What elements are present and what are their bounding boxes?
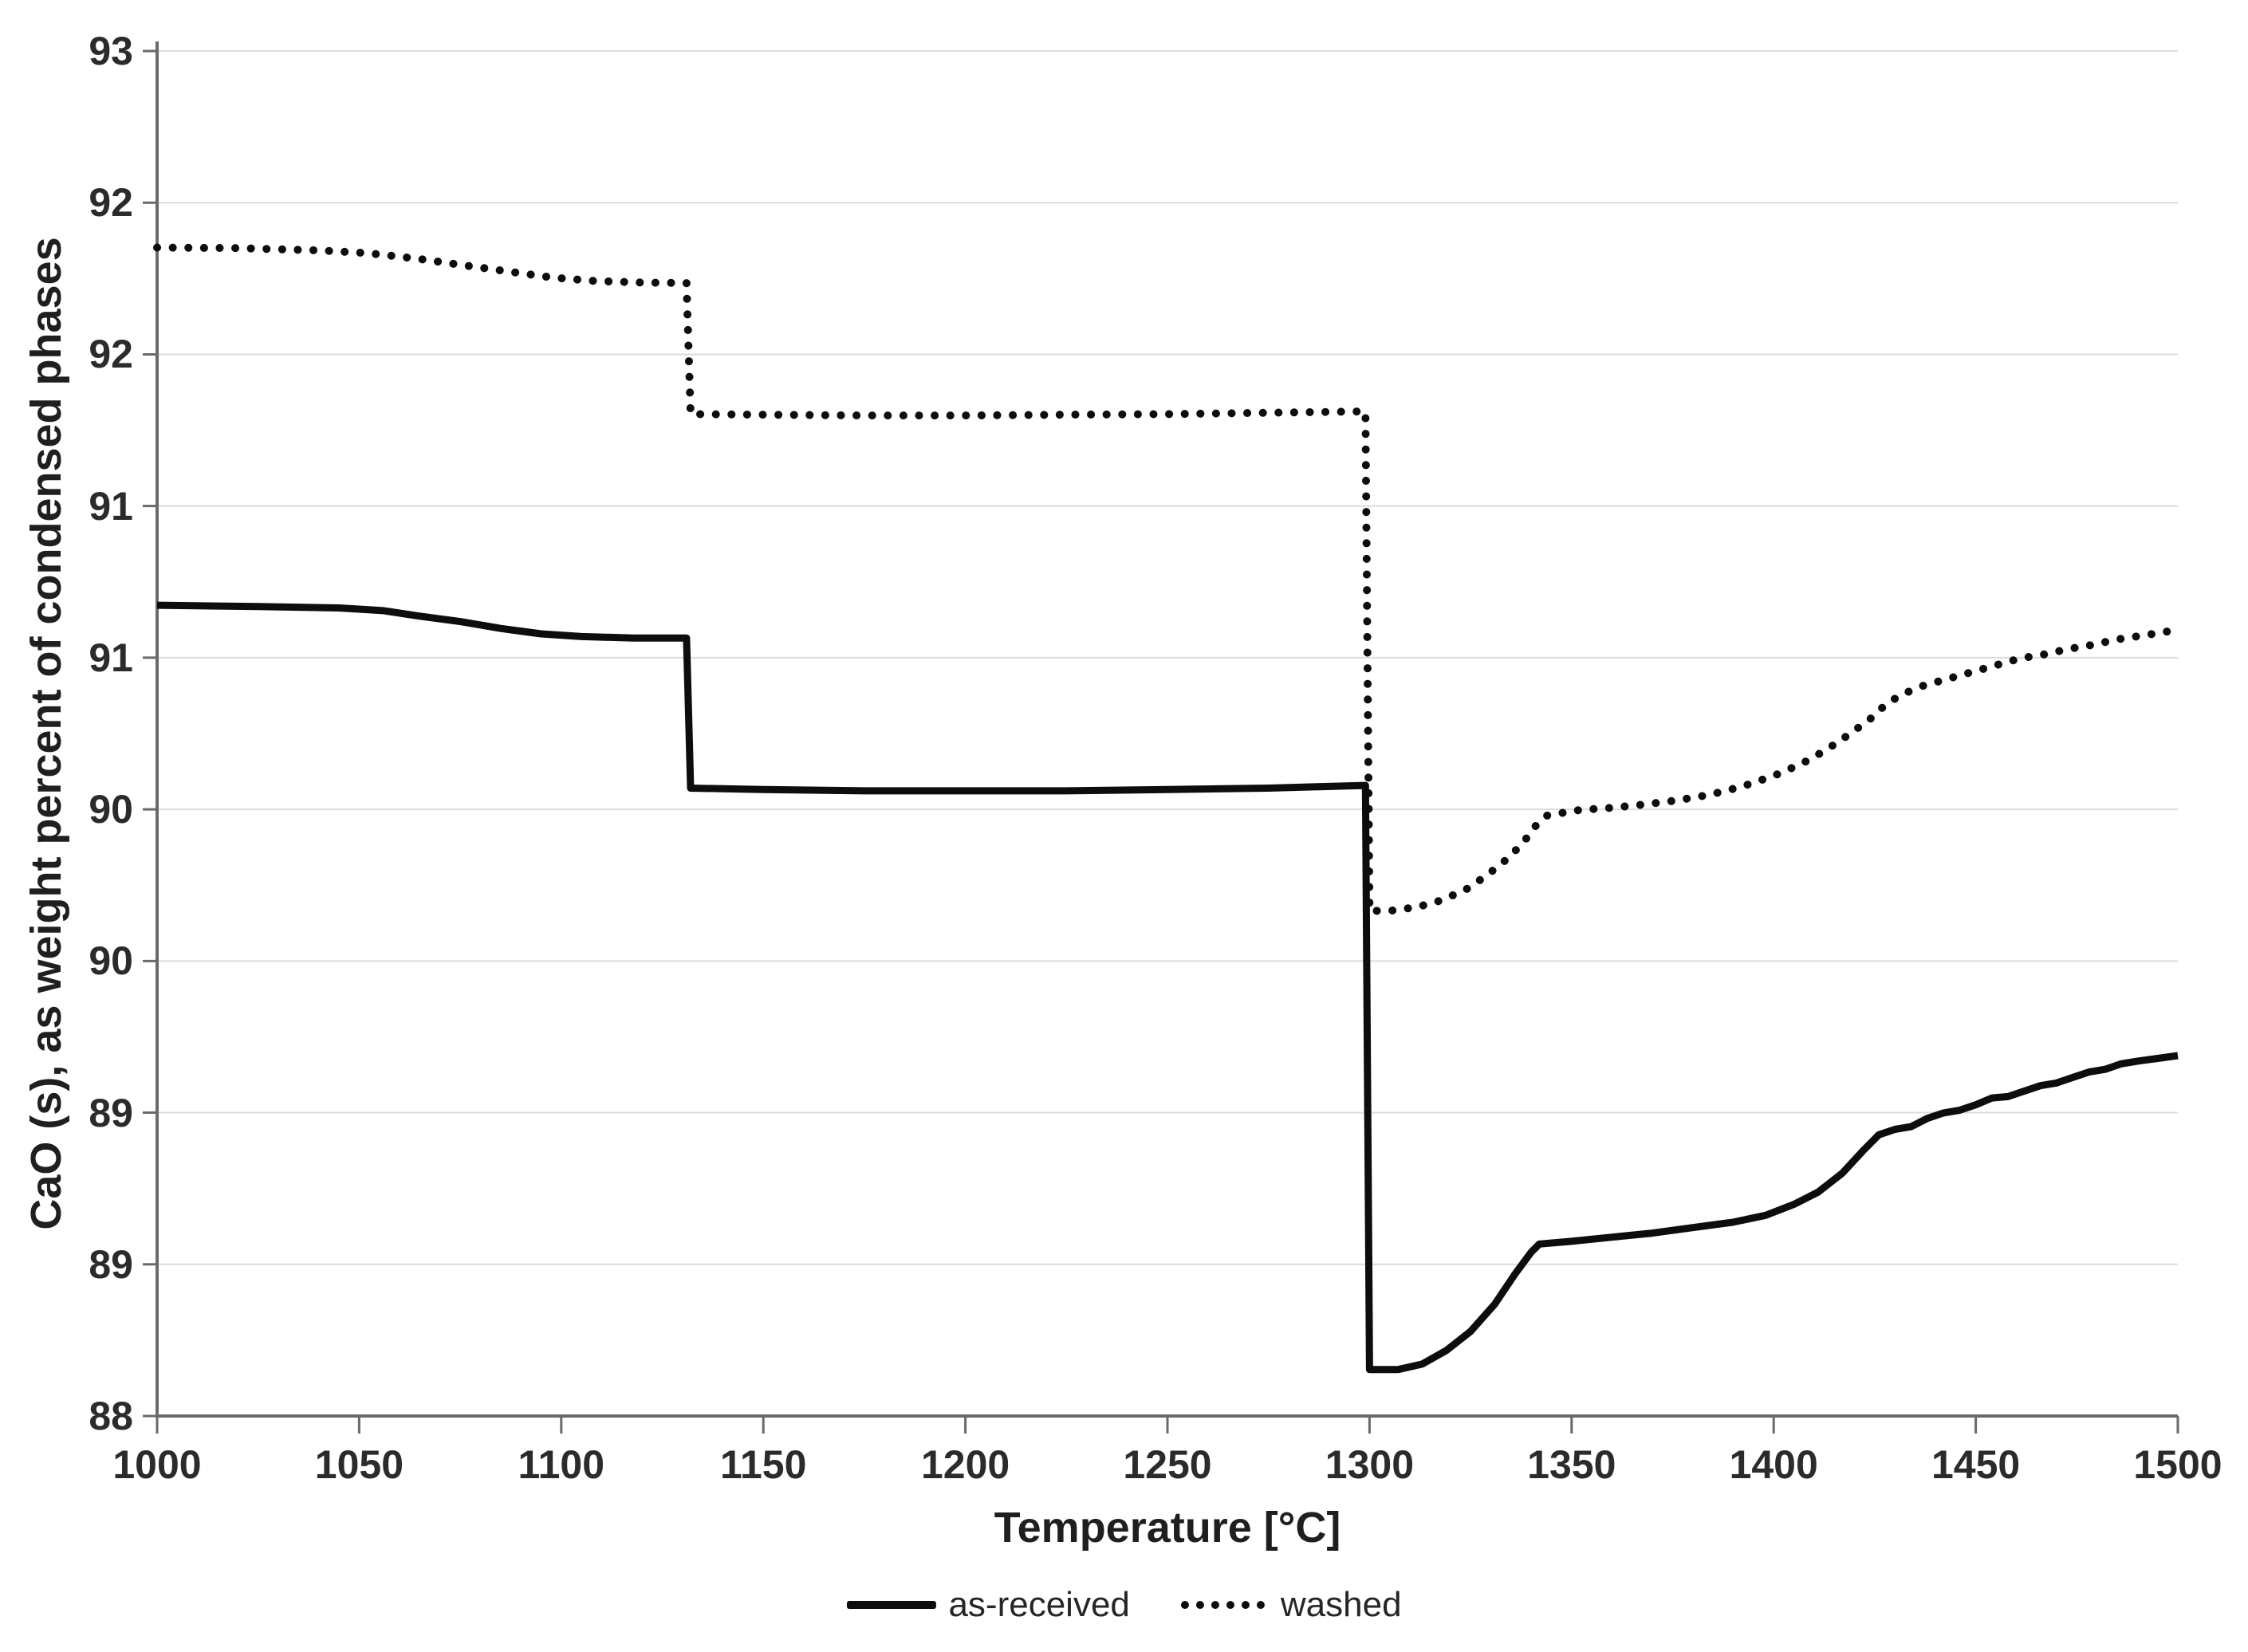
x-tick-label: 1500 bbox=[2133, 1442, 2222, 1487]
x-tick-label: 1150 bbox=[719, 1442, 807, 1487]
legend-label-as-received: as-received bbox=[948, 1585, 1130, 1624]
y-tick-label: 90 bbox=[89, 938, 133, 984]
y-tick-label: 88 bbox=[89, 1394, 133, 1438]
x-tick-label: 1000 bbox=[112, 1442, 202, 1487]
y-tick-label: 92 bbox=[89, 180, 133, 226]
x-tick-label: 1250 bbox=[1123, 1442, 1212, 1487]
x-tick-label: 1050 bbox=[314, 1442, 404, 1487]
legend-swatch-solid-line-icon bbox=[846, 1601, 936, 1609]
y-tick-label: 93 bbox=[89, 29, 133, 73]
y-tick-label: 92 bbox=[89, 332, 133, 377]
x-tick-label: 1400 bbox=[1729, 1442, 1818, 1487]
legend: as-received washed bbox=[846, 1585, 1402, 1625]
x-tick-label: 1450 bbox=[1931, 1442, 2021, 1487]
y-tick-label: 89 bbox=[89, 1241, 133, 1287]
y-axis-title: CaO (s), as weight percent of condensed … bbox=[22, 237, 70, 1230]
legend-label-washed: washed bbox=[1280, 1585, 1402, 1624]
y-tick-label: 90 bbox=[89, 787, 133, 832]
y-tick-label: 91 bbox=[89, 635, 133, 680]
x-tick-label: 1350 bbox=[1527, 1442, 1616, 1487]
legend-swatch-dotted-line-icon bbox=[1180, 1601, 1265, 1609]
y-tick-label: 91 bbox=[89, 483, 133, 529]
series-washed-line bbox=[153, 243, 2182, 915]
x-tick-label: 1300 bbox=[1325, 1442, 1414, 1487]
series-as-received-line bbox=[156, 601, 2179, 1374]
y-tick-label: 89 bbox=[89, 1090, 133, 1135]
x-tick-label: 1200 bbox=[920, 1442, 1010, 1487]
x-tick-label: 1100 bbox=[518, 1442, 605, 1487]
x-axis-title: Temperature [°C] bbox=[994, 1504, 1341, 1552]
